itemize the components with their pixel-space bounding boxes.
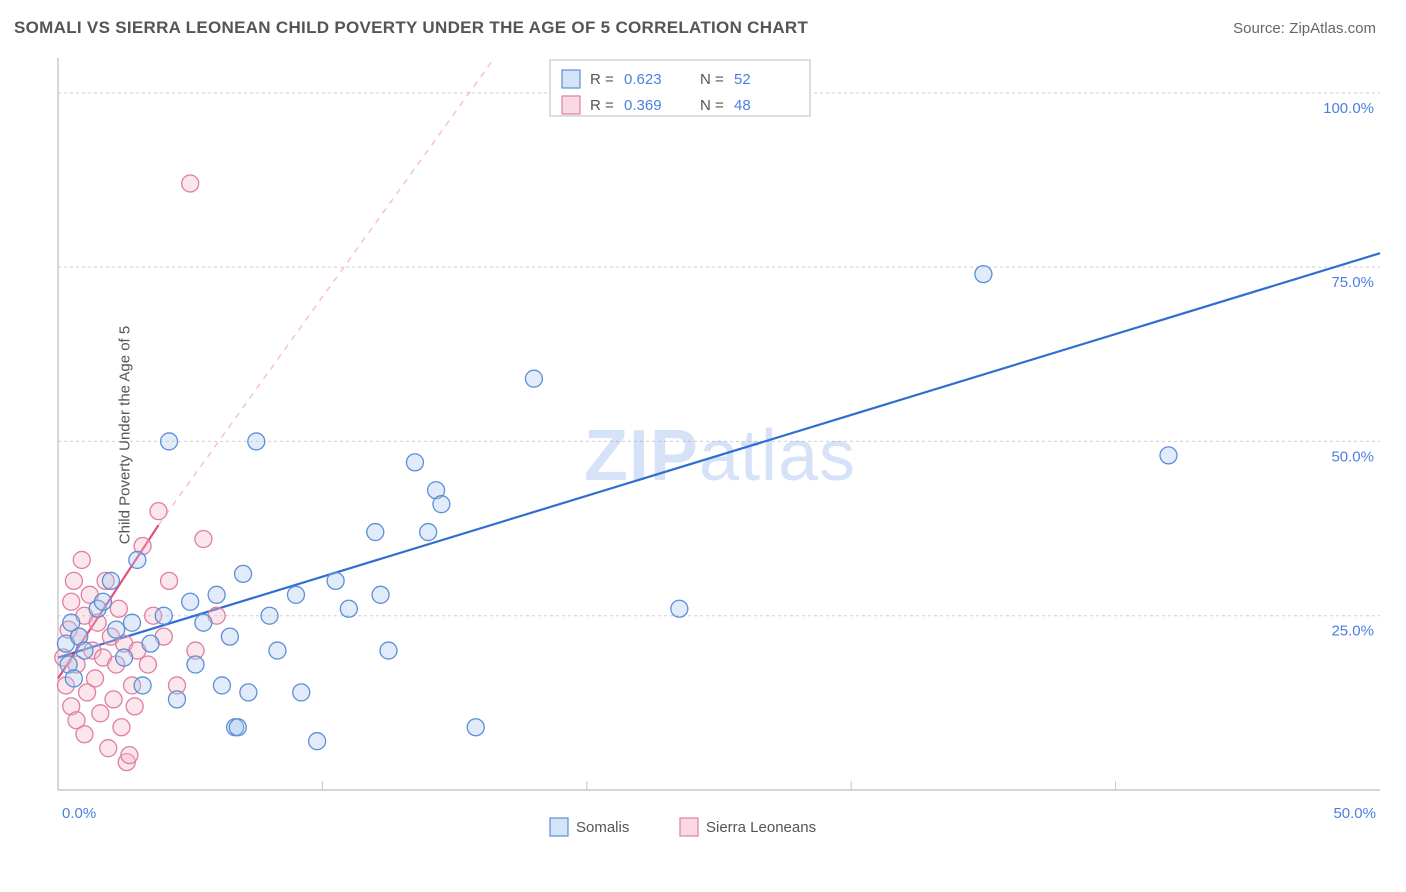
svg-text:N =: N = xyxy=(700,97,724,114)
svg-text:52: 52 xyxy=(734,71,751,88)
plot-area: Child Poverty Under the Age of 5 25.0% 50… xyxy=(50,50,1390,820)
svg-text:100.0%: 100.0% xyxy=(1323,100,1374,117)
chart-title: SOMALI VS SIERRA LEONEAN CHILD POVERTY U… xyxy=(14,18,808,38)
scatter-chart: 25.0%50.0%75.0%100.0%0.0%50.0%ZIPatlasR … xyxy=(50,50,1390,860)
svg-text:25.0%: 25.0% xyxy=(1331,623,1374,640)
svg-text:R =: R = xyxy=(590,71,614,88)
svg-text:Somalis: Somalis xyxy=(576,819,629,836)
svg-text:50.0%: 50.0% xyxy=(1333,805,1376,822)
svg-text:0.0%: 0.0% xyxy=(62,805,96,822)
svg-text:R =: R = xyxy=(590,97,614,114)
svg-text:0.623: 0.623 xyxy=(624,71,662,88)
svg-text:0.369: 0.369 xyxy=(624,97,662,114)
svg-text:N =: N = xyxy=(700,71,724,88)
source-value: ZipAtlas.com xyxy=(1289,20,1376,37)
svg-text:Sierra Leoneans: Sierra Leoneans xyxy=(706,819,816,836)
source-label: Source: xyxy=(1233,20,1285,37)
y-axis-label: Child Poverty Under the Age of 5 xyxy=(117,326,134,544)
svg-text:75.0%: 75.0% xyxy=(1331,274,1374,291)
svg-text:48: 48 xyxy=(734,97,751,114)
source: Source: ZipAtlas.com xyxy=(1233,20,1376,38)
svg-text:50.0%: 50.0% xyxy=(1331,448,1374,465)
